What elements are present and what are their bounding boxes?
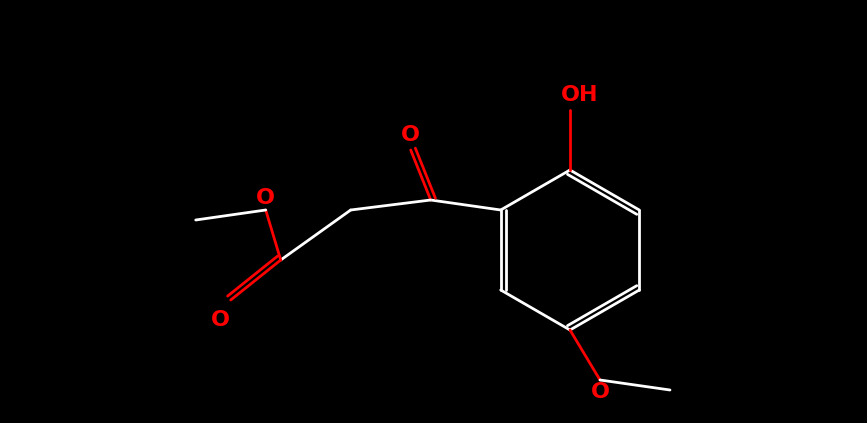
Text: OH: OH [561, 85, 599, 105]
Text: O: O [590, 382, 610, 402]
Text: O: O [401, 125, 420, 145]
Text: O: O [257, 188, 275, 208]
Text: O: O [212, 310, 231, 330]
